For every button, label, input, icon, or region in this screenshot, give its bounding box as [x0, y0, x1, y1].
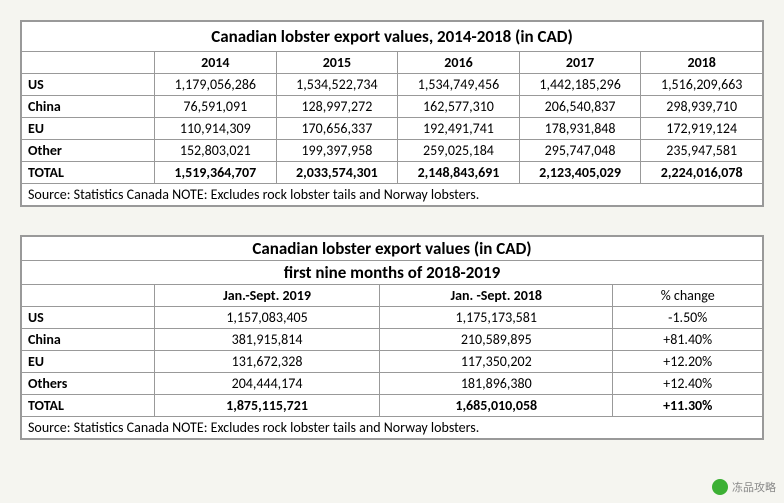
total-row: TOTAL 1,875,115,721 1,685,010,058 +11.30… [22, 395, 763, 417]
table-row: Others 204,444,174 181,896,380 +12.40% [22, 373, 763, 395]
cell: 128,997,272 [276, 96, 398, 118]
row-label: US [22, 74, 155, 96]
cell: 295,747,048 [519, 140, 641, 162]
table1-title: Canadian lobster export values, 2014-201… [22, 22, 763, 52]
cell: 76,591,091 [155, 96, 277, 118]
cell: 131,672,328 [155, 351, 380, 373]
cell: 1,685,010,058 [380, 395, 613, 417]
table-row: EU 110,914,309 170,656,337 192,491,741 1… [22, 118, 763, 140]
cell: +12.40% [613, 373, 763, 395]
watermark-text: 冻品攻略 [732, 479, 776, 495]
total-label: TOTAL [22, 162, 155, 184]
cell: 235,947,581 [641, 140, 763, 162]
year-col: 2017 [519, 52, 641, 74]
row-label: US [22, 307, 155, 329]
row-label: EU [22, 351, 155, 373]
period-col: Jan.-Sept. 2019 [155, 285, 380, 307]
table-row: China 76,591,091 128,997,272 162,577,310… [22, 96, 763, 118]
cell: 2,148,843,691 [398, 162, 520, 184]
table-row: US 1,179,056,286 1,534,522,734 1,534,749… [22, 74, 763, 96]
cell: 162,577,310 [398, 96, 520, 118]
cell: 1,534,522,734 [276, 74, 398, 96]
export-table-1: Canadian lobster export values, 2014-201… [21, 21, 763, 206]
cell: 181,896,380 [380, 373, 613, 395]
total-row: TOTAL 1,519,364,707 2,033,574,301 2,148,… [22, 162, 763, 184]
cell: +12.20% [613, 351, 763, 373]
row-label: Others [22, 373, 155, 395]
source-note: Source: Statistics Canada NOTE: Excludes… [22, 417, 763, 439]
blank-header [22, 52, 155, 74]
cell: 1,175,173,581 [380, 307, 613, 329]
table-row: US 1,157,083,405 1,175,173,581 -1.50% [22, 307, 763, 329]
cell: 192,491,741 [398, 118, 520, 140]
year-col: 2015 [276, 52, 398, 74]
year-col: 2018 [641, 52, 763, 74]
blank-header [22, 285, 155, 307]
total-label: TOTAL [22, 395, 155, 417]
cell: 2,123,405,029 [519, 162, 641, 184]
cell: 1,179,056,286 [155, 74, 277, 96]
table2-title-line1: Canadian lobster export values (in CAD) [22, 237, 763, 261]
cell: 210,589,895 [380, 329, 613, 351]
row-label: China [22, 329, 155, 351]
table-row: Other 152,803,021 199,397,958 259,025,18… [22, 140, 763, 162]
year-col: 2016 [398, 52, 520, 74]
cell: 2,224,016,078 [641, 162, 763, 184]
cell: 1,516,209,663 [641, 74, 763, 96]
cell: 1,519,364,707 [155, 162, 277, 184]
cell: 110,914,309 [155, 118, 277, 140]
cell: 381,915,814 [155, 329, 380, 351]
table-row: China 381,915,814 210,589,895 +81.40% [22, 329, 763, 351]
cell: 2,033,574,301 [276, 162, 398, 184]
cell: 199,397,958 [276, 140, 398, 162]
cell: 298,939,710 [641, 96, 763, 118]
cell: 1,875,115,721 [155, 395, 380, 417]
table-2014-2018: Canadian lobster export values, 2014-201… [20, 20, 764, 207]
watermark: 冻品攻略 [712, 479, 776, 495]
cell: 1,157,083,405 [155, 307, 380, 329]
cell: 1,534,749,456 [398, 74, 520, 96]
change-col: % change [613, 285, 763, 307]
export-table-2: Canadian lobster export values (in CAD) … [21, 236, 763, 439]
table2-title-line2: first nine months of 2018-2019 [22, 261, 763, 285]
cell: 172,919,124 [641, 118, 763, 140]
cell: 170,656,337 [276, 118, 398, 140]
cell: 204,444,174 [155, 373, 380, 395]
year-col: 2014 [155, 52, 277, 74]
cell: 1,442,185,296 [519, 74, 641, 96]
table-2018-2019: Canadian lobster export values (in CAD) … [20, 235, 764, 440]
cell: 152,803,021 [155, 140, 277, 162]
row-label: EU [22, 118, 155, 140]
cell: 206,540,837 [519, 96, 641, 118]
row-label: China [22, 96, 155, 118]
cell: 178,931,848 [519, 118, 641, 140]
row-label: Other [22, 140, 155, 162]
cell: +81.40% [613, 329, 763, 351]
cell: 117,350,202 [380, 351, 613, 373]
cell: 259,025,184 [398, 140, 520, 162]
source-note: Source: Statistics Canada NOTE: Excludes… [22, 184, 763, 206]
table-row: EU 131,672,328 117,350,202 +12.20% [22, 351, 763, 373]
cell: +11.30% [613, 395, 763, 417]
period-col: Jan. -Sept. 2018 [380, 285, 613, 307]
watermark-icon [712, 479, 728, 495]
cell: -1.50% [613, 307, 763, 329]
